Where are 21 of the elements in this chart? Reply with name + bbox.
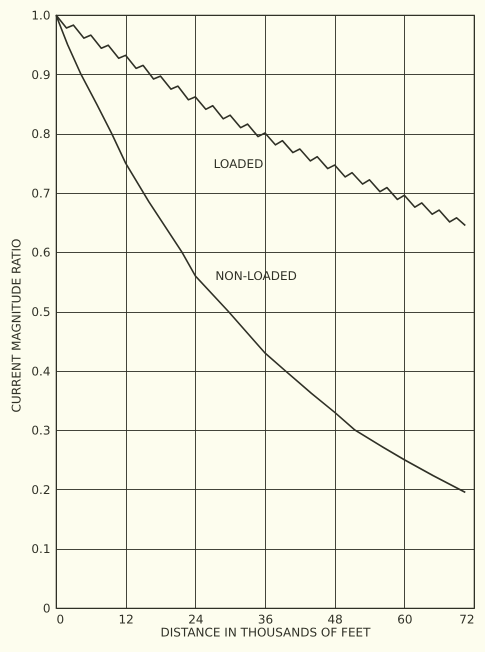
- y-tick-label: 0.5: [31, 305, 50, 319]
- y-tick-label: 0.2: [31, 482, 50, 497]
- y-tick-label: 0.6: [31, 246, 50, 260]
- y-tick-label: 0.9: [31, 68, 50, 82]
- y-tick-label: 0.7: [31, 186, 50, 200]
- series-label: LOADED: [214, 157, 264, 172]
- x-tick-label: 0: [56, 612, 64, 626]
- y-axis-title: CURRENT MAGNITUDE RATIO: [9, 238, 24, 412]
- y-tick-label: 0.8: [31, 127, 50, 142]
- x-tick-label: 60: [397, 612, 412, 626]
- y-tick-label: 0.1: [31, 542, 50, 556]
- x-tick-label: 72: [459, 612, 474, 626]
- y-tick-label: 1.0: [31, 8, 50, 22]
- x-tick-label: 24: [188, 612, 204, 626]
- y-tick-label: 0.4: [31, 364, 50, 378]
- y-tick-label: 0: [42, 602, 50, 616]
- x-tick-label: 12: [118, 612, 134, 626]
- y-tick-label: 0.3: [31, 424, 50, 438]
- x-tick-label: 48: [328, 612, 343, 626]
- x-axis-title: DISTANCE IN THOUSANDS OF FEET: [160, 626, 372, 640]
- x-tick-label: 36: [258, 612, 274, 626]
